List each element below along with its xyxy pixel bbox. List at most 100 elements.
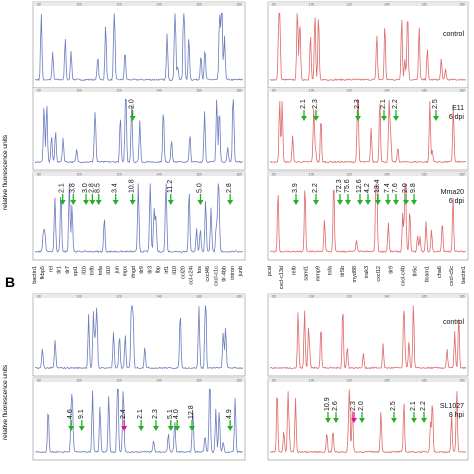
panel-a-left-gene-label: intron bbox=[230, 266, 236, 280]
panel-a-left-fold-label: 5.0 bbox=[196, 183, 203, 193]
panel-a-left-gene-label: il10 bbox=[106, 266, 112, 275]
panel-b-right-arrow-head bbox=[351, 418, 357, 423]
panel-b-right-row-1-xtick: 120 bbox=[347, 379, 353, 383]
panel-a-left-gene-label: tnfb bbox=[90, 266, 96, 275]
panel-a-left-gene-label: mpx bbox=[123, 266, 129, 277]
panel-a-left-gene-label: fos bbox=[197, 266, 203, 274]
panel-a-right-arrow-head bbox=[293, 200, 299, 205]
panel-b-left-row-0-xtick: 180 bbox=[236, 295, 242, 299]
panel-a-left-arrow-head bbox=[129, 116, 136, 121]
panel-a-left-fold-label: 2.0 bbox=[129, 99, 136, 109]
panel-b-right-arrow-head bbox=[333, 418, 339, 423]
panel-b-left-row-0-xtick: 120 bbox=[116, 295, 122, 299]
panel-a-right-arrow-head bbox=[385, 200, 391, 205]
panel-a-right-fold-label: 4.2 bbox=[364, 183, 371, 193]
panel-a-right-arrow-head bbox=[355, 116, 361, 121]
panel-a-left-gene-label: ccl-c24i bbox=[189, 266, 195, 285]
panel-a-left-trace bbox=[34, 99, 244, 164]
panel-a-right-row-1-xtick: 180 bbox=[459, 89, 465, 93]
panel-a-row-1-condition-sub: 6 dpi bbox=[449, 114, 465, 121]
panel-a-left-gene-label: ifngd bbox=[131, 266, 137, 278]
panel-a-right-fold-label: 2.2 bbox=[392, 99, 399, 109]
panel-a-left-row-1-xtick: 100 bbox=[76, 89, 82, 93]
panel-a-right-gene-label: tlr5b bbox=[340, 266, 346, 277]
panel-a-right-arrow-head bbox=[301, 116, 307, 121]
panel-b-left-row-0-ruler bbox=[33, 294, 245, 298]
panel-a-left-row-0-xtick: 160 bbox=[196, 3, 202, 7]
panel-b-right-arrow-head bbox=[391, 418, 397, 423]
panel-a-left-row-0-xtick: 140 bbox=[156, 3, 162, 7]
panel-b-left-arrow-head bbox=[227, 426, 234, 431]
panel-b-right-row-0-ruler bbox=[268, 294, 468, 298]
panel-a-right-row-0-xtick: 140 bbox=[384, 3, 390, 7]
panel-a-left-fold-label: 2.1 bbox=[59, 183, 66, 193]
panel-a-right-arrow-head bbox=[433, 116, 439, 121]
panel-a-left-trace bbox=[34, 183, 244, 254]
panel-a-right-gene-label: relb bbox=[291, 266, 297, 275]
panel-b-right-trace bbox=[269, 389, 467, 454]
panel-b-right-fold-label: 2.2 bbox=[420, 401, 427, 411]
panel-a-right-gene-label: myd88 bbox=[352, 266, 358, 283]
panel-b-right-row-1-ruler bbox=[268, 378, 468, 382]
panel-b-right-arrow-head bbox=[421, 418, 427, 423]
panel-a-right-row-2-xtick: 160 bbox=[422, 173, 428, 177]
panel-b-left-row-0: 80 100 120 140 160 180 bbox=[32, 293, 246, 377]
panel-b-right-row-1: 80 100 120 140 160 180 bbox=[267, 377, 469, 461]
panel-a-left-gene-label: il1b bbox=[81, 266, 87, 275]
panel-a-left-arrow-head bbox=[167, 200, 174, 205]
panel-a-right-trace bbox=[269, 183, 466, 254]
panel-a-left-arrow-head bbox=[70, 200, 77, 205]
panel-a-left-row-2-xtick: 140 bbox=[156, 173, 162, 177]
panel-a-right-fold-label: 2.1 bbox=[380, 99, 387, 109]
panel-b-left-row-1-xtick: 140 bbox=[156, 379, 162, 383]
panel-a-row-2-condition-label: Mma20 bbox=[441, 189, 464, 196]
panel-a-right-row-1-xtick: 100 bbox=[309, 89, 315, 93]
panel-a-left-row-1-border bbox=[32, 87, 246, 171]
panel-b-left-arrow-head bbox=[167, 426, 174, 431]
panel-a-right-fold-label: 7.6 bbox=[392, 183, 399, 193]
panel-a-left-gene-label: tlr1 bbox=[57, 266, 63, 274]
panel-a-right-row-0-xtick: 100 bbox=[309, 3, 315, 7]
panel-a-left-gene-label: tnfa bbox=[98, 265, 104, 275]
panel-a-right-row-2-ruler bbox=[268, 172, 468, 176]
panel-b-left-fold-label: 2.1 bbox=[137, 409, 144, 419]
panel-a-right-gene-label: cxcl-c13d bbox=[279, 266, 285, 289]
panel-b-left-fold-label: 12.8 bbox=[188, 405, 195, 419]
panel-a-left-arrow-head bbox=[227, 200, 234, 205]
panel-a-left-arrow-head bbox=[129, 200, 136, 205]
panel-a-left-gene-label: cxcl46 bbox=[205, 266, 211, 282]
panel-a-left-fold-label: 11.2 bbox=[167, 180, 174, 193]
panel-a-right-arrow-head bbox=[381, 116, 387, 121]
panel-b-left-row-1-ruler bbox=[33, 378, 245, 382]
panel-b-right-fold-label: 10.9 bbox=[324, 397, 331, 411]
panel-a-left-row-2-xtick: 120 bbox=[116, 173, 122, 177]
panel-b-right-row-1-xtick: 160 bbox=[422, 379, 428, 383]
panel-a-right-arrow-head bbox=[403, 200, 409, 205]
panel-b-row-0-condition-label: control bbox=[443, 319, 464, 326]
panel-a-left-gene-label: rel bbox=[48, 266, 54, 272]
panel-a-left-fold-label: 3.0 bbox=[82, 183, 89, 193]
panel-a-right-row-2-border bbox=[267, 171, 469, 261]
panel-a-right-row-2-xtick: 140 bbox=[384, 173, 390, 177]
panel-b-right-row-1-xtick: 140 bbox=[384, 379, 390, 383]
panel-a-right-row-2-xtick: 180 bbox=[459, 173, 465, 177]
panel-b-right-row-0-xtick: 80 bbox=[272, 295, 276, 299]
panel-a-left-gene-label: bactin1 bbox=[32, 266, 38, 284]
panel-b-left-row-0-xtick: 80 bbox=[37, 295, 41, 299]
panel-a-left-fold-label: 3.4 bbox=[112, 183, 119, 193]
panel-a-right-arrow-head bbox=[313, 116, 319, 121]
panel-a-right-row-0-xtick: 160 bbox=[422, 3, 428, 7]
panel-a-right-row-1-xtick: 80 bbox=[272, 89, 276, 93]
panel-a-right-fold-label: 2.0 bbox=[402, 183, 409, 193]
panel-a-left-arrow-head bbox=[89, 200, 96, 205]
panel-b-left-arrow-head bbox=[152, 426, 159, 431]
panel-a-left-arrow-head bbox=[95, 200, 102, 205]
panel-b-row-1-condition-label: SL1027 bbox=[440, 403, 464, 410]
panel-a-left-row-0-xtick: 80 bbox=[37, 3, 41, 7]
panel-a-right-row-0-ruler bbox=[268, 2, 468, 6]
panel-a-left-gene-label: lbp bbox=[156, 266, 162, 273]
panel-a-right-trace bbox=[269, 13, 467, 82]
panel-a-right-gene-label: tlr9 bbox=[388, 266, 394, 274]
panel-a-right-gene-label: cxcl12 bbox=[376, 266, 382, 282]
panel-a-right-gene-label: pcal bbox=[267, 266, 273, 276]
